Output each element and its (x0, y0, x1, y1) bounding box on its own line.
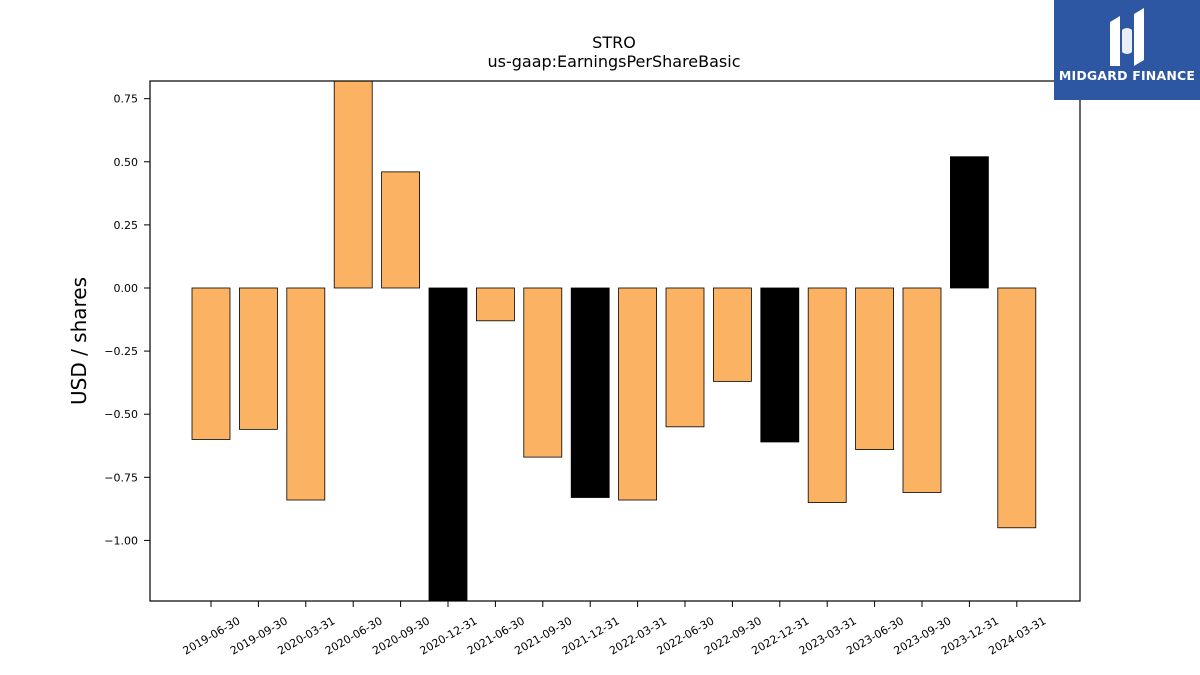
bar-2020-06-30 (333, 81, 373, 289)
y-tick-label: −1.00 (104, 534, 138, 547)
bar-2022-12-31 (760, 287, 800, 443)
bars-group (191, 81, 1037, 601)
logo-text: MIDGARD FINANCE (1058, 68, 1196, 83)
y-tick-label: 0.50 (114, 156, 139, 169)
bar-2022-09-30 (713, 287, 752, 382)
plot-frame (149, 80, 1081, 602)
x-axis-ticks: 2019-06-302019-09-302020-03-312020-06-30… (181, 601, 1048, 658)
y-tick-label: −0.25 (104, 345, 138, 358)
y-tick-label: 0.75 (114, 93, 139, 106)
y-tick-label: −0.75 (104, 471, 138, 484)
y-tick-label: 0.00 (114, 282, 139, 295)
bar-2019-09-30 (238, 287, 278, 430)
bar-2022-03-31 (618, 287, 657, 501)
bar-2021-06-30 (475, 287, 515, 322)
y-tick-label: −0.50 (104, 408, 138, 421)
bar-2023-09-30 (902, 287, 942, 493)
bar-2019-06-30 (191, 287, 231, 440)
bar-2023-06-30 (855, 287, 894, 450)
y-axis-ticks: 0.75 0.50 0.25 0.00 −0.25 −0.50 −0.75 −1.00 (104, 93, 150, 547)
bar-2020-03-31 (286, 287, 326, 501)
bar-2021-09-30 (523, 287, 563, 458)
bar-2023-03-31 (807, 287, 847, 503)
chart-subtitle: us-gaap:EarningsPerShareBasic (487, 52, 740, 71)
logo-mark-icon (1110, 8, 1144, 66)
bar-2023-12-31 (950, 156, 989, 289)
bar-2021-12-31 (570, 287, 610, 498)
chart-title: STRO (592, 33, 636, 52)
bar-2024-03-31 (997, 287, 1037, 529)
brand-logo: MIDGARD FINANCE (1054, 0, 1200, 100)
y-axis-label: USD / shares (67, 277, 91, 405)
bar-2022-06-30 (665, 287, 705, 428)
bar-2020-12-31 (428, 287, 468, 601)
bar-2020-09-30 (381, 171, 421, 289)
y-tick-label: 0.25 (114, 219, 139, 232)
